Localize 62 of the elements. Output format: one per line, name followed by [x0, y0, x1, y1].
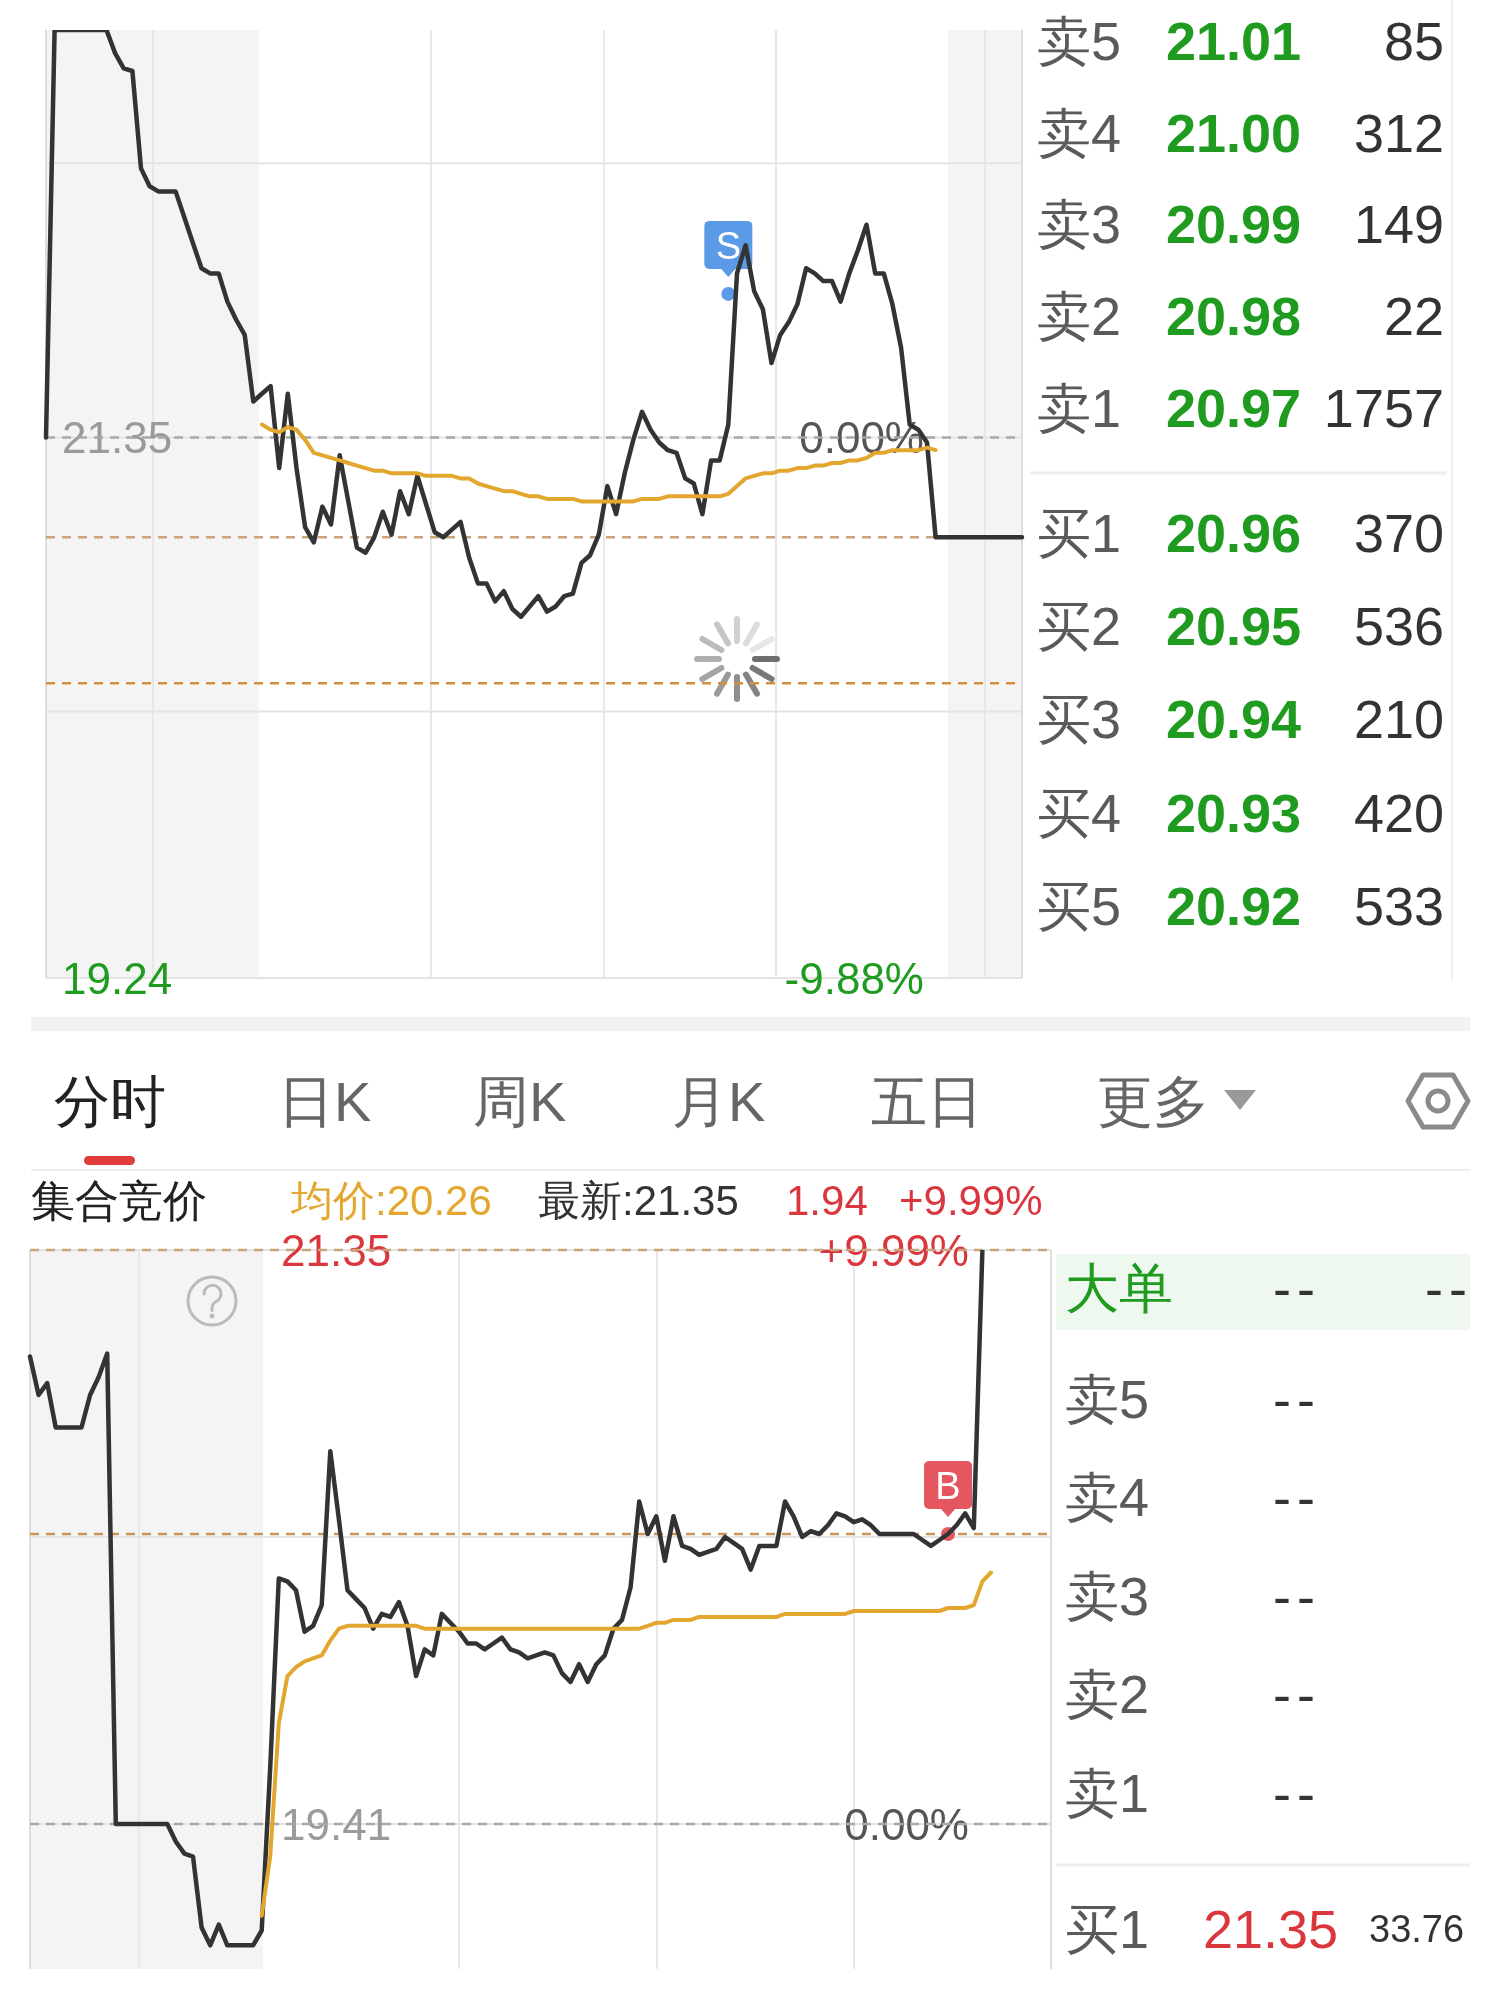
- text: 536: [1353, 596, 1444, 657]
- series-label: B: [935, 1465, 961, 1508]
- text: 149: [1353, 194, 1444, 255]
- text: 533: [1353, 875, 1444, 936]
- text: 20.99: [1166, 194, 1302, 255]
- text: 370: [1353, 503, 1444, 563]
- text: 20.98: [1166, 286, 1302, 347]
- y-tick-label: 19.41: [281, 1799, 392, 1849]
- text: 21.01: [1166, 11, 1302, 71]
- text: 卖3: [1037, 194, 1122, 255]
- text: 买5: [1037, 875, 1122, 936]
- text: 20.95: [1166, 596, 1302, 657]
- text: 卖1: [1037, 377, 1122, 438]
- text: 卖4: [1065, 1467, 1150, 1527]
- text: 21.35: [1203, 1899, 1339, 1959]
- text: 最新:21.35: [538, 1176, 739, 1224]
- text: 卖3: [1065, 1566, 1150, 1626]
- text: 卖2: [1065, 1664, 1150, 1724]
- text: 买4: [1037, 782, 1122, 843]
- text: 卖2: [1037, 286, 1122, 347]
- text: 集合竞价: [31, 1175, 207, 1225]
- text: 周K: [473, 1069, 567, 1133]
- text: +9.99%: [899, 1176, 1043, 1224]
- text: 1757: [1323, 377, 1444, 438]
- text: 更多: [1097, 1069, 1209, 1133]
- text: 33.76: [1369, 1908, 1465, 1950]
- text: 卖1: [1065, 1763, 1150, 1823]
- text: --: [1273, 1467, 1321, 1527]
- text: 85: [1383, 11, 1444, 71]
- text: 大单: [1065, 1258, 1173, 1318]
- text: 20.92: [1166, 875, 1302, 936]
- text: --: [1273, 1258, 1321, 1318]
- text: 五日: [871, 1069, 983, 1133]
- text: 买3: [1037, 689, 1122, 750]
- text: 1.94: [786, 1176, 868, 1224]
- text: 买1: [1037, 503, 1122, 563]
- text: 420: [1353, 782, 1444, 843]
- text: 22: [1383, 286, 1444, 347]
- series-label: S: [715, 224, 742, 267]
- text: 月K: [672, 1069, 766, 1133]
- y2-tick-label: -9.88%: [784, 953, 924, 1003]
- text: 21.00: [1166, 102, 1302, 163]
- text: 卖5: [1037, 11, 1122, 71]
- text: --: [1273, 1566, 1321, 1626]
- text: 买1: [1065, 1899, 1150, 1959]
- y-tick-label: 19.24: [62, 953, 173, 1003]
- text: 20.94: [1166, 689, 1302, 750]
- text: 卖5: [1065, 1369, 1150, 1429]
- text: --: [1273, 1664, 1321, 1724]
- text: 买2: [1037, 596, 1122, 657]
- text: 210: [1353, 689, 1444, 750]
- text: 20.96: [1166, 503, 1302, 563]
- text: 日K: [278, 1069, 372, 1133]
- text: 20.97: [1166, 377, 1302, 438]
- text: --: [1273, 1763, 1321, 1823]
- text: --: [1273, 1369, 1321, 1429]
- text: 312: [1353, 102, 1444, 163]
- text: 分时: [54, 1069, 166, 1133]
- text: --: [1425, 1258, 1473, 1318]
- text: 20.93: [1166, 782, 1302, 843]
- text: 均价:20.26: [290, 1176, 492, 1224]
- text: 卖4: [1037, 102, 1122, 163]
